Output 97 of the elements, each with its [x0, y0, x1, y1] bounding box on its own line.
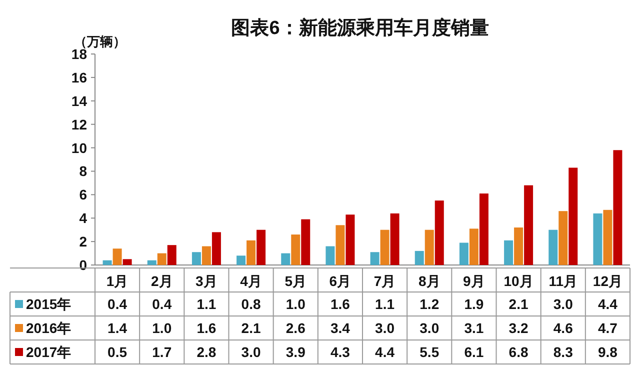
- data-label: 3.2: [508, 320, 528, 336]
- bar: [326, 246, 335, 265]
- bar: [380, 230, 390, 265]
- data-label: 8.3: [553, 344, 574, 360]
- data-label: 3.0: [553, 296, 574, 312]
- data-label: 0.8: [241, 296, 261, 312]
- data-label: 2.1: [241, 320, 261, 336]
- bar: [558, 211, 568, 265]
- x-tick-label: 3月: [196, 273, 218, 289]
- data-label: 0.4: [108, 296, 128, 312]
- data-label: 0.4: [152, 296, 172, 312]
- data-label: 3.0: [241, 344, 261, 360]
- bar: [336, 225, 345, 265]
- x-tick-label: 7月: [374, 273, 396, 289]
- bar: [434, 200, 444, 265]
- bar: [568, 168, 578, 265]
- data-label: 6.1: [464, 344, 484, 360]
- bar: [301, 219, 310, 265]
- chart-title: 图表6：新能源乘用车月度销量: [231, 17, 489, 39]
- y-axis-title: （万辆）: [74, 34, 126, 49]
- data-label: 5.5: [420, 344, 440, 360]
- bar: [102, 260, 112, 265]
- x-tick-label: 5月: [284, 273, 307, 289]
- legend-label: 2017年: [26, 344, 72, 360]
- bar: [469, 228, 478, 265]
- y-tick-label: 16: [71, 69, 88, 86]
- bar: [524, 185, 534, 265]
- data-label: 3.0: [420, 320, 440, 336]
- x-tick-label: 10月: [504, 273, 534, 289]
- bar: [593, 213, 602, 265]
- bar: [291, 234, 300, 265]
- y-tick-label: 8: [79, 163, 88, 180]
- data-label: 4.4: [598, 296, 618, 312]
- bar: [122, 259, 132, 265]
- bar: [424, 230, 434, 265]
- bar: [147, 260, 156, 265]
- data-label: 3.9: [286, 344, 306, 360]
- y-tick-label: 14: [71, 92, 88, 109]
- data-label: 9.8: [598, 344, 618, 360]
- bar: [548, 230, 558, 265]
- x-tick-label: 9月: [463, 273, 485, 289]
- data-label: 1.1: [196, 296, 216, 312]
- bar: [212, 232, 221, 265]
- x-tick-label: 1月: [106, 273, 128, 289]
- data-label: 1.6: [330, 296, 350, 312]
- bar: [167, 245, 176, 265]
- data-label: 1.9: [464, 296, 484, 312]
- bar: [202, 246, 211, 265]
- bar: [246, 240, 256, 265]
- x-tick-label: 2月: [150, 273, 173, 289]
- data-label: 3.0: [375, 320, 395, 336]
- data-label: 1.1: [375, 296, 395, 312]
- data-label: 4.3: [330, 344, 350, 360]
- data-label: 0.5: [108, 344, 128, 360]
- data-label: 2.8: [196, 344, 216, 360]
- x-tick-label: 12月: [592, 273, 622, 289]
- data-label: 6.8: [508, 344, 528, 360]
- bar: [514, 227, 524, 265]
- y-tick-label: 4: [79, 210, 88, 226]
- data-label: 3.4: [330, 320, 350, 336]
- bar: [370, 252, 380, 265]
- bar: [256, 230, 266, 265]
- bar: [390, 213, 400, 265]
- y-tick-label: 12: [71, 116, 88, 132]
- data-label: 4.4: [375, 344, 395, 360]
- data-label: 4.6: [553, 320, 574, 336]
- x-tick-label: 11月: [548, 273, 578, 289]
- data-label: 1.7: [152, 344, 172, 360]
- data-label: 1.0: [286, 296, 306, 312]
- data-label: 2.6: [286, 320, 306, 336]
- bar: [192, 252, 201, 265]
- y-tick-label: 6: [79, 186, 88, 203]
- bar: [414, 250, 424, 265]
- x-tick-label: 6月: [329, 273, 352, 289]
- bar: [504, 240, 514, 265]
- data-label: 1.4: [108, 320, 128, 336]
- data-label: 1.0: [152, 320, 172, 336]
- data-label: 1.2: [420, 296, 440, 312]
- x-tick-label: 4月: [240, 273, 262, 289]
- bar: [346, 214, 355, 265]
- data-label: 2.1: [508, 296, 528, 312]
- y-tick-label: 2: [79, 234, 88, 250]
- bar: [603, 210, 612, 265]
- bar: [157, 253, 166, 265]
- bar: [459, 242, 468, 265]
- legend-label: 2015年: [26, 296, 72, 312]
- bar: [613, 150, 622, 265]
- bar: [479, 193, 488, 265]
- y-tick-label: 10: [71, 140, 88, 156]
- bar: [281, 253, 290, 265]
- data-label: 1.6: [196, 320, 216, 336]
- bar: [112, 248, 122, 265]
- legend-label: 2016年: [26, 320, 72, 336]
- x-tick-label: 8月: [418, 273, 440, 289]
- bar: [236, 256, 246, 265]
- data-label: 4.7: [598, 320, 618, 336]
- data-label: 3.1: [464, 320, 484, 336]
